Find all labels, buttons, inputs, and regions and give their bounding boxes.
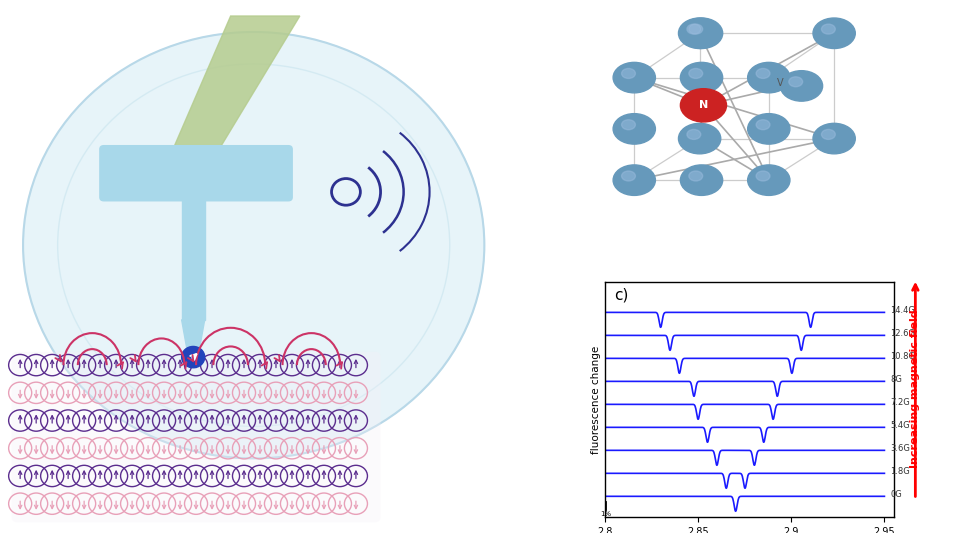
Text: 8G: 8G — [890, 375, 901, 384]
Circle shape — [756, 68, 770, 78]
Text: Increasing magnetic field: Increasing magnetic field — [910, 310, 921, 469]
Circle shape — [622, 68, 635, 78]
Text: V: V — [777, 78, 783, 88]
Text: c): c) — [614, 287, 628, 302]
Circle shape — [822, 130, 835, 140]
Circle shape — [756, 120, 770, 130]
Circle shape — [23, 32, 484, 458]
Circle shape — [756, 171, 770, 181]
Circle shape — [822, 24, 835, 34]
Circle shape — [678, 18, 721, 49]
FancyBboxPatch shape — [99, 145, 293, 201]
Circle shape — [780, 71, 823, 101]
Circle shape — [687, 130, 701, 140]
Circle shape — [680, 62, 723, 93]
Text: 3.6G: 3.6G — [890, 443, 910, 453]
Circle shape — [613, 165, 655, 196]
Circle shape — [678, 123, 721, 154]
Circle shape — [182, 346, 205, 368]
Text: 10.8G: 10.8G — [890, 352, 915, 360]
Polygon shape — [182, 320, 205, 352]
Polygon shape — [173, 16, 300, 149]
Circle shape — [622, 171, 635, 181]
Circle shape — [789, 77, 802, 87]
Circle shape — [680, 18, 723, 49]
Circle shape — [689, 24, 702, 34]
Circle shape — [748, 114, 790, 144]
Text: 0G: 0G — [890, 489, 901, 498]
Y-axis label: fluorescence change: fluorescence change — [591, 345, 602, 454]
Circle shape — [680, 88, 727, 122]
Circle shape — [613, 62, 655, 93]
Circle shape — [813, 18, 855, 49]
Text: 1.8G: 1.8G — [890, 466, 910, 475]
Text: 12.6G: 12.6G — [890, 328, 915, 337]
Circle shape — [680, 165, 723, 196]
Circle shape — [748, 62, 790, 93]
Text: 1%: 1% — [600, 511, 611, 517]
Text: 7.2G: 7.2G — [890, 398, 910, 407]
Circle shape — [748, 165, 790, 196]
Circle shape — [689, 171, 702, 181]
Circle shape — [687, 24, 701, 34]
Circle shape — [613, 114, 655, 144]
Circle shape — [689, 68, 702, 78]
Circle shape — [813, 123, 855, 154]
FancyBboxPatch shape — [12, 352, 381, 522]
Polygon shape — [182, 197, 205, 320]
Text: N: N — [699, 100, 708, 110]
Circle shape — [622, 120, 635, 130]
Text: 5.4G: 5.4G — [890, 421, 910, 430]
Text: 14.4G: 14.4G — [890, 305, 915, 314]
